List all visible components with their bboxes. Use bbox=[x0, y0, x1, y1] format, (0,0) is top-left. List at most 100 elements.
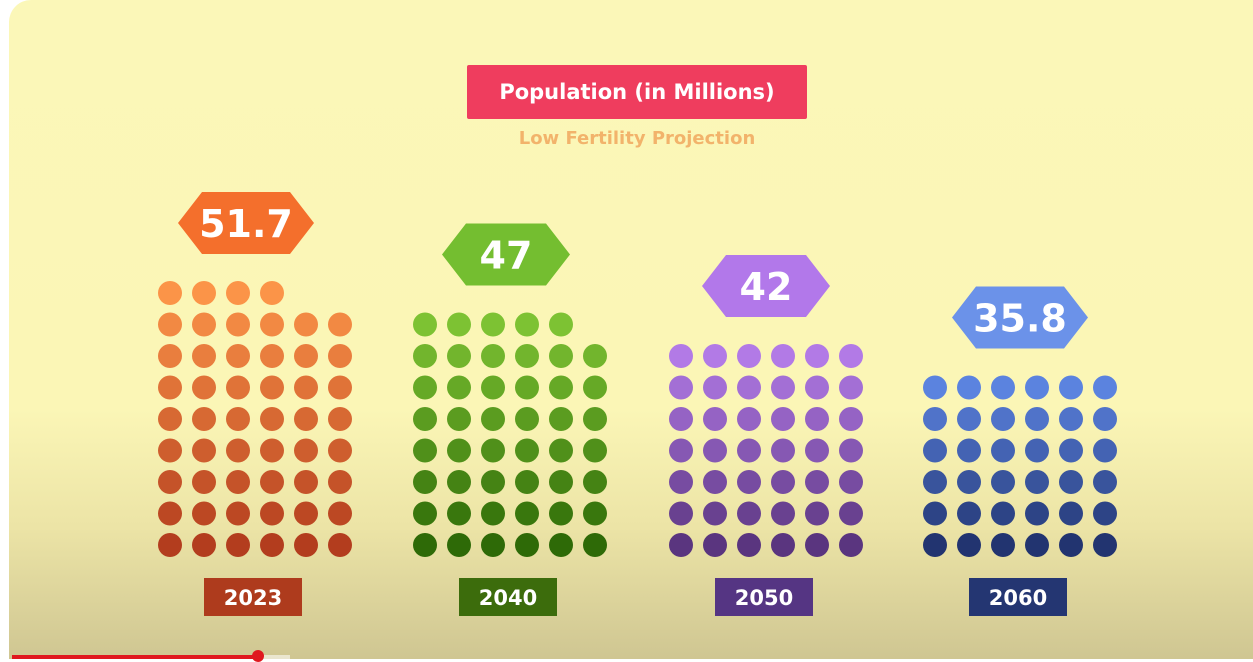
dot-2023-0-5 bbox=[328, 533, 352, 557]
dot-2050-2-4 bbox=[805, 470, 829, 494]
dot-2023-3-1 bbox=[192, 438, 216, 463]
dot-2023-6-5 bbox=[328, 344, 352, 368]
dot-2060-4-3 bbox=[1025, 407, 1049, 431]
dot-2050-1-0 bbox=[669, 501, 693, 526]
dot-2023-5-0 bbox=[158, 375, 182, 400]
dot-2023-2-0 bbox=[158, 470, 182, 494]
dot-2040-3-2 bbox=[481, 438, 505, 463]
dot-2040-1-1 bbox=[447, 501, 471, 526]
video-progress-scrubber[interactable] bbox=[252, 650, 264, 662]
dot-2060-5-1 bbox=[957, 375, 981, 400]
dot-2050-6-5 bbox=[839, 344, 863, 368]
dot-2060-5-2 bbox=[991, 375, 1015, 400]
dot-2040-7-3 bbox=[515, 312, 539, 337]
dot-2050-5-1 bbox=[703, 375, 727, 400]
dot-2023-5-4 bbox=[294, 375, 318, 400]
dot-2050-2-5 bbox=[839, 470, 863, 494]
dot-2040-2-3 bbox=[515, 470, 539, 494]
dot-2023-2-2 bbox=[226, 470, 250, 494]
dot-2023-0-4 bbox=[294, 533, 318, 557]
year-box-2023 bbox=[204, 578, 302, 616]
dot-2060-5-0 bbox=[923, 375, 947, 400]
dot-2060-2-0 bbox=[923, 470, 947, 494]
dot-2050-4-0 bbox=[669, 407, 693, 431]
dot-2060-1-3 bbox=[1025, 501, 1049, 526]
dot-2050-6-0 bbox=[669, 344, 693, 368]
value-badge-2060 bbox=[952, 286, 1088, 349]
dot-2050-5-0 bbox=[669, 375, 693, 400]
dot-2060-2-3 bbox=[1025, 470, 1049, 494]
chart-canvas: Population (in Millions) Low Fertility P… bbox=[9, 0, 1253, 659]
population-pictogram-chart: 51.7 2023 47 2040 42 2050 35.8 2060 bbox=[158, 192, 1117, 616]
dot-2050-3-0 bbox=[669, 438, 693, 463]
dot-2060-3-5 bbox=[1093, 438, 1117, 463]
dot-2023-1-0 bbox=[158, 501, 182, 526]
dot-2040-7-4 bbox=[549, 312, 573, 337]
dot-2023-5-1 bbox=[192, 375, 216, 400]
dot-2023-6-2 bbox=[226, 344, 250, 368]
dot-2023-5-2 bbox=[226, 375, 250, 400]
dot-2023-4-5 bbox=[328, 407, 352, 431]
dot-2023-6-0 bbox=[158, 344, 182, 368]
dot-2060-5-5 bbox=[1093, 375, 1117, 400]
dot-2050-0-3 bbox=[771, 533, 795, 557]
dot-2023-8-0 bbox=[158, 281, 182, 305]
dot-2040-0-2 bbox=[481, 533, 505, 557]
dot-2023-8-2 bbox=[226, 281, 250, 305]
dot-2050-4-2 bbox=[737, 407, 761, 431]
dot-2050-0-1 bbox=[703, 533, 727, 557]
dot-2040-1-2 bbox=[481, 501, 505, 526]
dot-2060-1-1 bbox=[957, 501, 981, 526]
dot-2040-3-5 bbox=[583, 438, 607, 463]
dot-2023-2-4 bbox=[294, 470, 318, 494]
dot-2060-4-2 bbox=[991, 407, 1015, 431]
dot-2023-4-0 bbox=[158, 407, 182, 431]
dot-2060-1-5 bbox=[1093, 501, 1117, 526]
dot-2040-6-3 bbox=[515, 344, 539, 368]
dot-2040-0-5 bbox=[583, 533, 607, 557]
dot-2050-5-5 bbox=[839, 375, 863, 400]
dot-2040-3-0 bbox=[413, 438, 437, 463]
value-label-2040: 47 bbox=[480, 234, 533, 278]
dot-2040-3-4 bbox=[549, 438, 573, 463]
value-badge-2040 bbox=[442, 223, 570, 286]
dot-2050-1-1 bbox=[703, 501, 727, 526]
dot-2040-6-0 bbox=[413, 344, 437, 368]
dot-2050-1-4 bbox=[805, 501, 829, 526]
dot-2040-0-4 bbox=[549, 533, 573, 557]
dot-2050-5-2 bbox=[737, 375, 761, 400]
dot-2023-3-2 bbox=[226, 438, 250, 463]
value-badge-2050 bbox=[702, 255, 830, 317]
dot-2040-0-1 bbox=[447, 533, 471, 557]
dot-2060-2-5 bbox=[1093, 470, 1117, 494]
dot-2050-4-5 bbox=[839, 407, 863, 431]
dot-2040-6-1 bbox=[447, 344, 471, 368]
dot-2050-5-3 bbox=[771, 375, 795, 400]
dot-2050-1-2 bbox=[737, 501, 761, 526]
dot-2040-5-2 bbox=[481, 375, 505, 400]
dot-2023-6-3 bbox=[260, 344, 284, 368]
dot-2023-7-3 bbox=[260, 312, 284, 337]
dot-2050-0-5 bbox=[839, 533, 863, 557]
dot-2050-0-0 bbox=[669, 533, 693, 557]
dot-2023-2-3 bbox=[260, 470, 284, 494]
dot-2023-5-5 bbox=[328, 375, 352, 400]
dot-2040-2-5 bbox=[583, 470, 607, 494]
dot-2050-3-3 bbox=[771, 438, 795, 463]
dot-2050-3-5 bbox=[839, 438, 863, 463]
dot-2060-3-4 bbox=[1059, 438, 1083, 463]
dot-2023-4-1 bbox=[192, 407, 216, 431]
dot-2040-6-5 bbox=[583, 344, 607, 368]
dot-2050-4-3 bbox=[771, 407, 795, 431]
dot-2040-1-5 bbox=[583, 501, 607, 526]
dot-2060-3-1 bbox=[957, 438, 981, 463]
dot-2023-6-4 bbox=[294, 344, 318, 368]
dot-2050-3-2 bbox=[737, 438, 761, 463]
value-label-2050: 42 bbox=[740, 265, 793, 309]
dot-2050-4-4 bbox=[805, 407, 829, 431]
dot-2040-4-0 bbox=[413, 407, 437, 431]
dot-2050-3-4 bbox=[805, 438, 829, 463]
dot-2040-1-3 bbox=[515, 501, 539, 526]
dot-2050-4-1 bbox=[703, 407, 727, 431]
chart-title: Population (in Millions) bbox=[467, 65, 807, 119]
